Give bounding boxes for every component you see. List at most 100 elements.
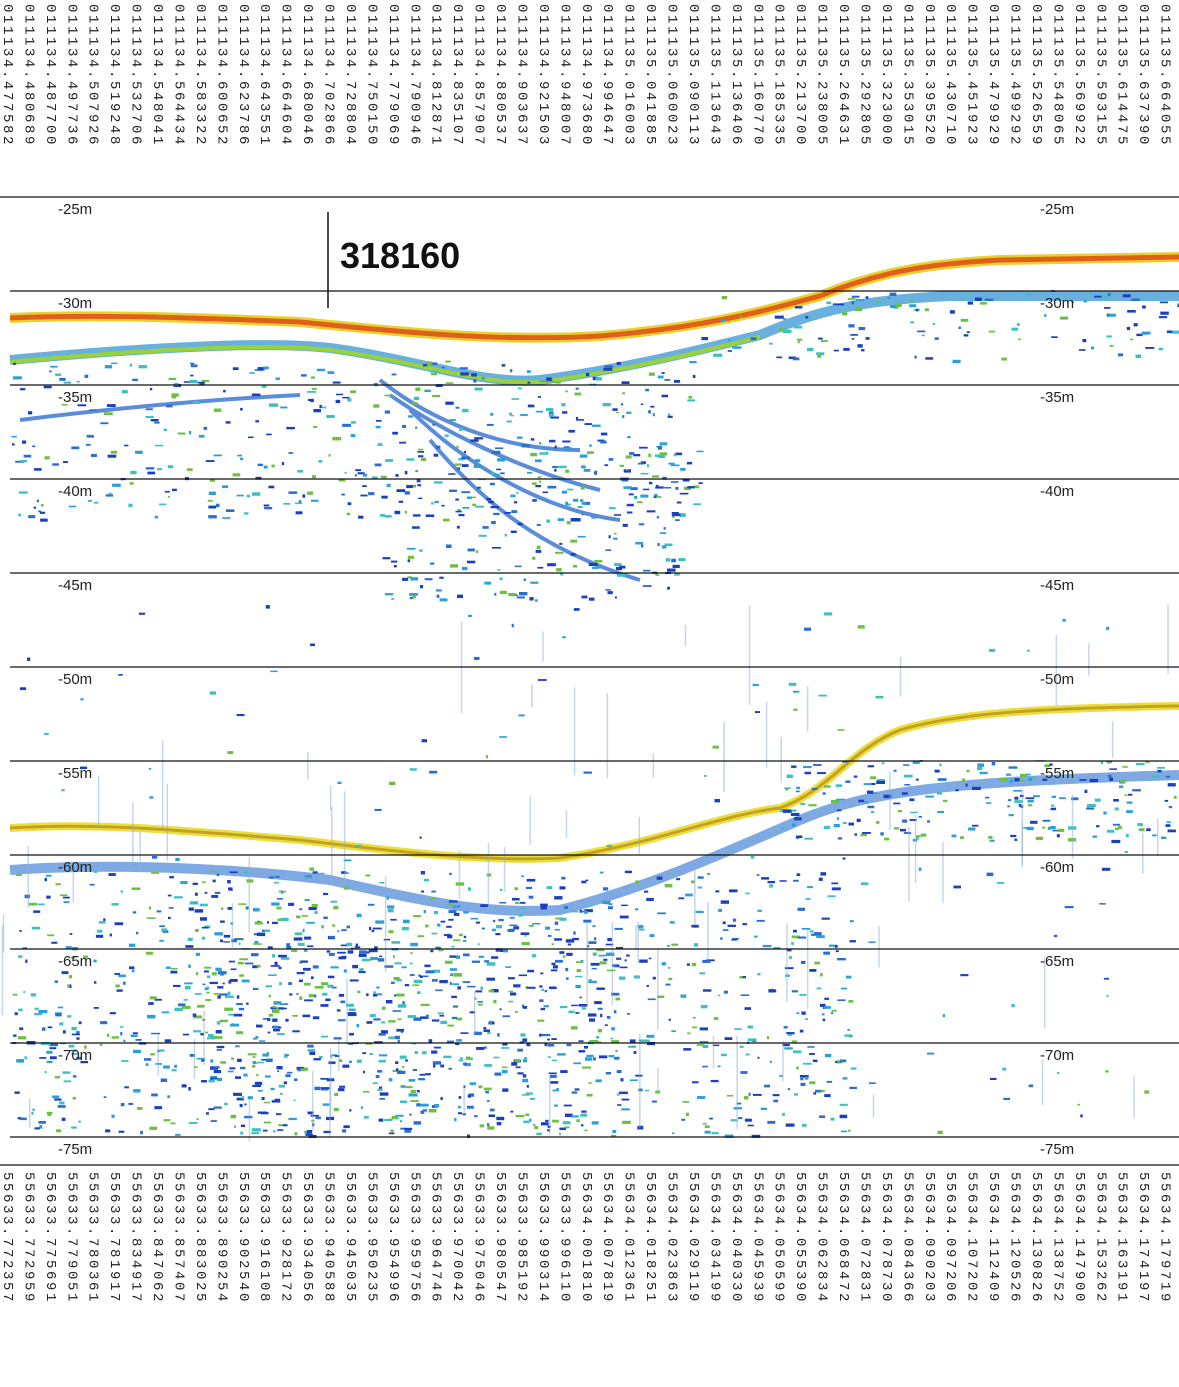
echo-speck (410, 577, 418, 581)
coordinate-label: 011135.160770 (749, 4, 765, 147)
echo-speck (486, 962, 496, 966)
echo-speck (815, 1089, 822, 1093)
echo-speck (388, 1078, 393, 1082)
echo-speck (39, 1125, 43, 1129)
echo-speck (12, 993, 18, 996)
echo-speck (17, 1117, 22, 1120)
echo-speck (440, 1064, 445, 1068)
echo-speck (86, 434, 93, 437)
echo-speck (488, 1114, 496, 1117)
echo-speck (491, 450, 501, 454)
echo-speck (161, 928, 168, 932)
echo-speck (137, 1107, 143, 1110)
echo-speck (175, 1133, 181, 1136)
echo-speck (497, 569, 501, 571)
echo-speck (240, 407, 243, 411)
echo-speck (820, 973, 823, 977)
echo-speck (685, 1112, 689, 1117)
echo-speck (718, 994, 721, 997)
echo-speck (369, 926, 372, 931)
echo-speck (489, 1020, 492, 1024)
echo-speck (68, 1044, 75, 1048)
echo-speck (588, 597, 595, 601)
echo-speck (262, 929, 266, 932)
echo-speck (267, 946, 273, 949)
echo-speck (584, 1129, 588, 1132)
echo-speck (132, 1032, 138, 1035)
echo-speck (111, 1114, 115, 1118)
echo-speck (1107, 313, 1116, 317)
echo-speck (334, 1092, 339, 1097)
echo-speck (1141, 331, 1151, 335)
echo-speck (603, 367, 613, 371)
echo-speck (562, 636, 566, 639)
echo-speck (646, 1034, 655, 1038)
echo-speck (302, 494, 306, 498)
echo-speck (648, 410, 651, 414)
echo-speck (262, 1053, 269, 1057)
echo-speck (375, 425, 381, 429)
echo-speck (597, 1028, 602, 1033)
echo-speck (385, 459, 394, 462)
echo-speck (272, 1018, 278, 1022)
echo-speck (286, 946, 292, 950)
echo-speck (792, 357, 800, 361)
echo-speck (320, 1004, 329, 1007)
echo-speck (87, 499, 93, 502)
echo-speck (495, 447, 504, 450)
echo-speck (530, 452, 538, 457)
echo-speck (417, 991, 421, 995)
depth-label-left: -65m (58, 953, 92, 970)
echo-speck (262, 1018, 271, 1020)
echo-speck (611, 992, 620, 996)
echo-speck (528, 895, 534, 899)
echo-speck (809, 1053, 815, 1055)
depth-label-right: -55m (1040, 765, 1074, 782)
echo-speck (419, 585, 423, 589)
echo-speck (313, 409, 321, 413)
echo-speck (374, 946, 378, 950)
echo-speck (237, 961, 244, 965)
echo-speck (93, 501, 99, 504)
echo-speck (425, 1073, 431, 1076)
echo-speck (1042, 778, 1048, 781)
echo-speck (835, 950, 839, 953)
echo-speck (510, 1110, 514, 1113)
echo-speck (252, 1064, 256, 1068)
echo-speck (860, 882, 869, 886)
echo-speck (510, 369, 513, 373)
echo-speck (63, 381, 72, 384)
echo-speck (111, 903, 119, 906)
echo-speck (213, 454, 222, 457)
echo-speck (234, 938, 243, 940)
echo-speck (665, 983, 671, 986)
echo-speck (511, 1062, 518, 1066)
echo-speck (550, 969, 558, 972)
echo-speck (560, 1070, 568, 1073)
echo-speck (276, 906, 282, 910)
echo-speck (213, 1106, 222, 1109)
echo-speck (1002, 1067, 1007, 1071)
echo-speck (667, 586, 670, 590)
echo-speck (904, 784, 911, 786)
echo-speck (561, 490, 567, 494)
echo-speck (618, 1091, 628, 1095)
echo-speck (13, 1034, 17, 1037)
echo-speck (511, 623, 514, 628)
coordinate-label: 55633.954996 (385, 1172, 401, 1304)
echo-speck (1050, 826, 1056, 830)
echo-speck (782, 1044, 790, 1047)
echo-speck (1025, 797, 1035, 799)
echo-speck (227, 880, 231, 884)
echo-speck (467, 548, 475, 552)
echo-speck (625, 455, 632, 459)
echo-streak (639, 1034, 641, 1129)
echo-speck (916, 836, 919, 840)
echo-speck (664, 543, 673, 547)
echo-speck (433, 1046, 441, 1049)
echo-speck (802, 765, 812, 768)
echo-speck (1118, 353, 1124, 357)
echo-streak (806, 686, 809, 732)
echo-speck (611, 1027, 615, 1031)
echo-speck (69, 933, 73, 935)
